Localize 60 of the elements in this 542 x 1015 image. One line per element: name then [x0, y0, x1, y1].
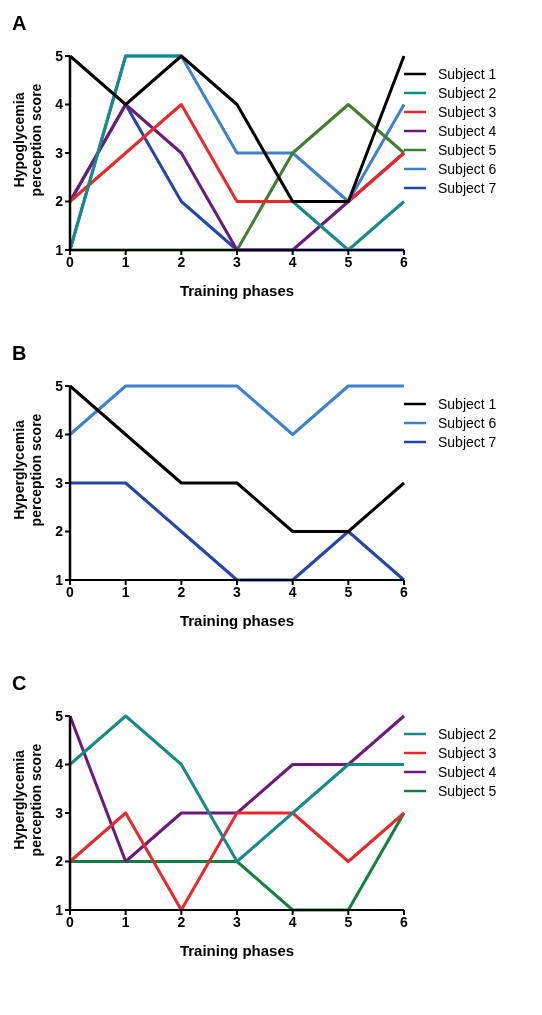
x-tick-label: 6: [400, 253, 409, 270]
y-tick-label: 5: [55, 707, 64, 724]
y-axis-title: Hypoglycemia perception score: [11, 83, 44, 197]
x-tick-label: 6: [400, 583, 409, 600]
legend-label: Subject 1: [438, 395, 497, 412]
x-tick-label: 0: [66, 253, 75, 270]
chart-title: B: [12, 342, 27, 365]
y-tick-label: 2: [55, 193, 64, 210]
legend-label: Subject 5: [438, 782, 497, 799]
x-tick-label: 5: [344, 583, 353, 600]
x-tick-label: 4: [288, 253, 297, 270]
legend-label: Subject 5: [438, 141, 497, 158]
x-tick-label: 2: [177, 583, 186, 600]
x-tick-label: 3: [233, 583, 242, 600]
legend-label: Subject 1: [438, 65, 497, 82]
legend-label: Subject 7: [438, 433, 497, 450]
x-axis-title: Training phases: [179, 612, 295, 629]
y-tick-label: 2: [55, 523, 64, 540]
x-tick-label: 4: [288, 913, 297, 930]
x-tick-label: 3: [233, 913, 242, 930]
y-tick-label: 4: [55, 756, 64, 773]
x-tick-label: 3: [233, 253, 242, 270]
x-tick-label: 0: [66, 583, 75, 600]
x-tick-label: 2: [177, 913, 186, 930]
legend-label: Subject 4: [438, 763, 497, 780]
x-tick-label: 6: [400, 913, 409, 930]
legend-label: Subject 3: [438, 744, 497, 761]
x-tick-label: 0: [66, 913, 75, 930]
x-axis-title: Training phases: [179, 942, 295, 959]
y-tick-label: 3: [55, 474, 64, 491]
x-tick-label: 2: [177, 253, 186, 270]
y-tick-label: 1: [55, 241, 64, 258]
y-tick-label: 4: [55, 426, 64, 443]
line-series: [68, 714, 406, 863]
y-tick-label: 4: [55, 96, 64, 113]
y-tick-label: 1: [55, 571, 64, 588]
x-tick-label: 1: [121, 913, 130, 930]
y-tick-label: 5: [55, 47, 64, 64]
legend-label: Subject 2: [438, 725, 497, 742]
y-axis-title: Hyperglycemia perception score: [11, 743, 44, 857]
legend-label: Subject 3: [438, 103, 497, 120]
legend-label: Subject 6: [438, 414, 497, 431]
y-tick-label: 3: [55, 804, 64, 821]
legend-label: Subject 2: [438, 84, 497, 101]
y-tick-label: 2: [55, 853, 64, 870]
x-tick-label: 1: [121, 253, 130, 270]
legend-label: Subject 7: [438, 179, 497, 196]
y-axis-title: Hyperglycemia perception score: [11, 413, 44, 527]
y-tick-label: 1: [55, 901, 64, 918]
chart-title: A: [12, 12, 27, 35]
x-tick-label: 5: [344, 913, 353, 930]
y-tick-label: 3: [55, 144, 64, 161]
x-tick-label: 1: [121, 583, 130, 600]
x-tick-label: 5: [344, 253, 353, 270]
legend-label: Subject 6: [438, 160, 497, 177]
legend-label: Subject 4: [438, 122, 497, 139]
y-tick-label: 5: [55, 377, 64, 394]
chart-title: C: [12, 672, 27, 695]
x-tick-label: 4: [288, 583, 297, 600]
x-axis-title: Training phases: [179, 282, 295, 299]
